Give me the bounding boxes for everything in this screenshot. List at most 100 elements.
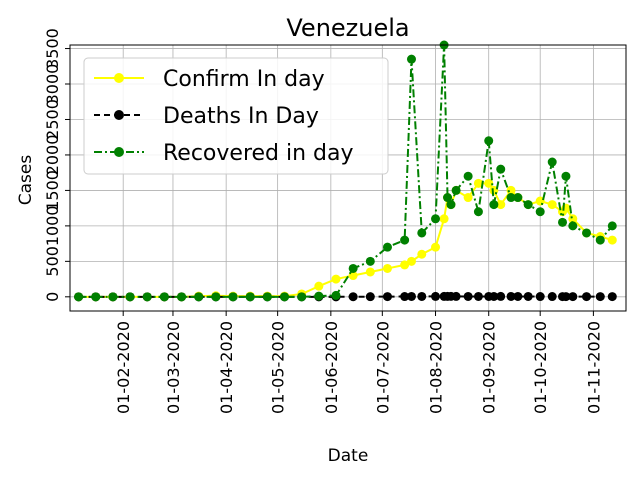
data-point	[473, 291, 483, 301]
data-point	[473, 207, 483, 217]
data-point	[463, 171, 473, 181]
data-point	[463, 193, 473, 203]
data-point	[547, 292, 557, 302]
data-point	[211, 292, 221, 302]
data-point	[194, 292, 204, 302]
data-point	[439, 214, 449, 224]
data-point	[561, 171, 571, 181]
legend-label: Recovered in day	[163, 141, 354, 166]
data-point	[484, 136, 494, 146]
x-tick-label: 01-10-2020	[531, 321, 550, 414]
plot-frame	[69, 44, 627, 312]
data-point	[406, 291, 416, 301]
series-2	[74, 40, 617, 302]
data-point	[406, 256, 416, 266]
data-point	[568, 292, 578, 302]
data-point	[506, 193, 516, 203]
data-point	[431, 242, 441, 252]
data-point	[535, 292, 545, 302]
x-tick-label: 01-05-2020	[269, 321, 288, 414]
x-tick-label: 01-09-2020	[480, 321, 499, 414]
legend-label: Confirm In day	[163, 67, 325, 92]
data-point	[331, 274, 341, 284]
y-tick-label: 3000	[43, 64, 62, 105]
data-point	[400, 260, 410, 270]
data-point	[582, 228, 592, 238]
y-tick-label: 3500	[43, 28, 62, 69]
data-point	[142, 292, 152, 302]
series-lines	[74, 40, 617, 302]
x-tick-label: 01-02-2020	[114, 321, 133, 414]
data-point	[547, 200, 557, 210]
data-point	[513, 291, 523, 301]
data-point	[496, 164, 506, 174]
data-point	[159, 292, 169, 302]
data-point	[431, 214, 441, 224]
data-point	[262, 292, 272, 302]
data-point	[365, 292, 375, 302]
legend-swatch-marker	[114, 110, 124, 120]
data-point	[245, 292, 255, 302]
x-tick-label: 01-11-2020	[584, 321, 603, 414]
data-point	[417, 249, 427, 259]
data-point	[506, 291, 516, 301]
data-point	[108, 292, 118, 302]
data-point	[331, 290, 341, 300]
x-axis: 01-02-2020 01-03-2020 01-04-2020 01-05-2020…	[114, 311, 603, 414]
data-point	[382, 263, 392, 273]
data-point	[443, 193, 453, 203]
x-tick-label: 01-07-2020	[373, 321, 392, 414]
data-point	[451, 291, 461, 301]
data-point	[228, 292, 238, 302]
data-point	[595, 292, 605, 302]
data-point	[607, 235, 617, 245]
data-point	[365, 256, 375, 266]
data-point	[473, 178, 483, 188]
data-point	[558, 217, 568, 227]
y-tick-label: 2500	[43, 99, 62, 140]
x-axis-title: Date	[328, 446, 369, 466]
data-point	[417, 228, 427, 238]
data-point	[314, 291, 324, 301]
data-point	[365, 267, 375, 277]
series-0	[74, 178, 617, 302]
legend-swatch-marker	[114, 73, 124, 83]
data-point	[463, 291, 473, 301]
legend-box	[83, 57, 389, 175]
data-point	[484, 178, 494, 188]
data-point	[451, 185, 461, 195]
data-point	[446, 200, 456, 210]
data-point	[400, 235, 410, 245]
y-tick-label: 2000	[43, 135, 62, 176]
data-point	[535, 207, 545, 217]
data-point	[280, 292, 290, 302]
data-point	[568, 221, 578, 231]
data-point	[348, 292, 358, 302]
data-point	[496, 291, 506, 301]
data-point	[582, 292, 592, 302]
x-tick-label: 01-04-2020	[217, 321, 236, 414]
x-tick-label: 01-08-2020	[427, 321, 446, 414]
data-point	[314, 281, 324, 291]
data-point	[400, 292, 410, 302]
x-tick-label: 01-06-2020	[322, 321, 341, 414]
legend-label: Deaths In Day	[163, 104, 319, 129]
y-tick-label: 1000	[43, 206, 62, 247]
y-axis-title: Cases	[16, 155, 36, 206]
y-tick-label: 0	[43, 292, 62, 302]
data-point	[607, 221, 617, 231]
data-point	[417, 291, 427, 301]
data-point	[523, 200, 533, 210]
legend: Confirm In day Deaths In Day Recovered in …	[83, 57, 389, 175]
data-point	[431, 291, 441, 301]
data-point	[382, 292, 392, 302]
data-point	[513, 193, 523, 203]
data-point	[489, 291, 499, 301]
x-tick-label: 01-03-2020	[164, 321, 183, 414]
legend-swatch-marker	[114, 147, 124, 157]
y-tick-label: 1500	[43, 170, 62, 211]
data-point	[177, 292, 187, 302]
data-point	[595, 235, 605, 245]
